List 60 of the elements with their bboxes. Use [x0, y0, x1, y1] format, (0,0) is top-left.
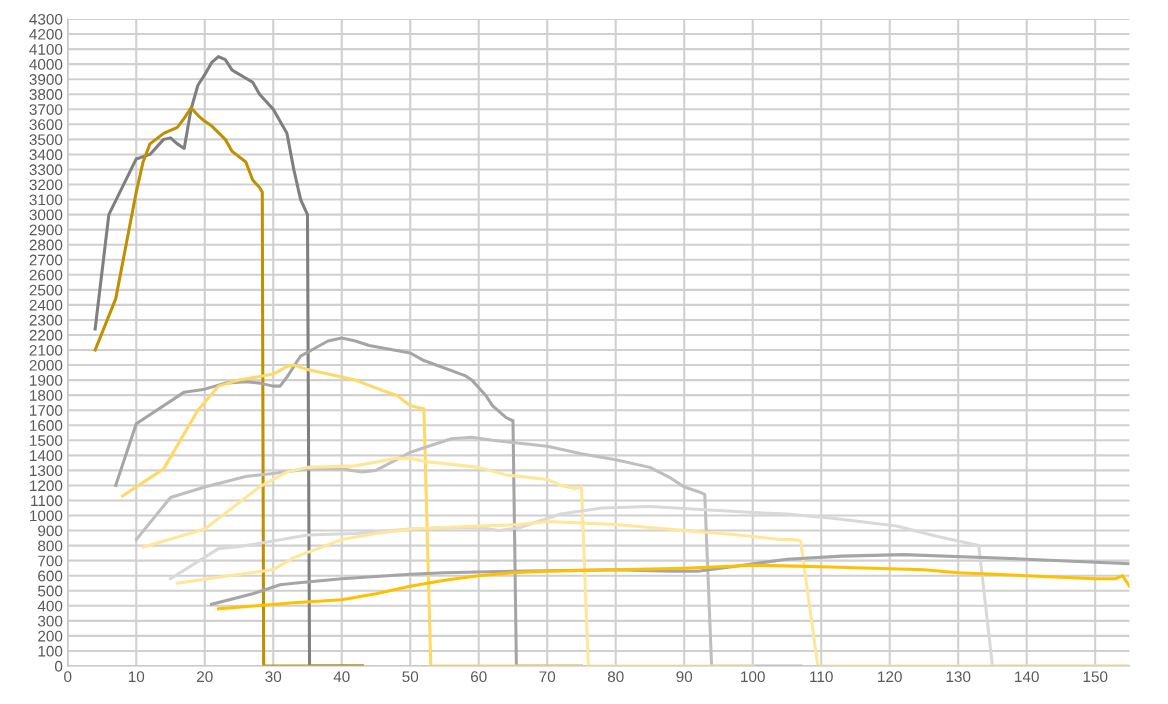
x-tick-label: 140: [1015, 671, 1039, 683]
y-tick-label: 400: [37, 600, 63, 612]
x-tick-label: 50: [402, 671, 419, 683]
y-tick-label: 1000: [30, 510, 63, 522]
y-tick-label: 800: [38, 540, 63, 552]
y-tick-label: 4100: [29, 43, 63, 55]
y-tick-label: 2800: [29, 239, 63, 251]
y-tick-label: 3500: [29, 134, 63, 146]
y-tick-label: 700: [38, 555, 63, 567]
y-tick-label: 100: [38, 645, 63, 657]
y-tick-label: 2400: [29, 299, 63, 311]
y-tick-label: 600: [38, 570, 63, 582]
y-tick-label: 4000: [29, 59, 63, 70]
y-tick-label: 2500: [29, 284, 63, 296]
y-tick-label: 1600: [30, 420, 63, 431]
x-tick-label: 0: [64, 671, 72, 683]
y-tick-label: 3700: [29, 104, 63, 115]
x-tick-label: 150: [1083, 671, 1108, 683]
y-tick-label: 2700: [29, 254, 63, 266]
x-tick-label: 130: [946, 671, 971, 683]
x-tick-label: 80: [607, 671, 624, 683]
y-tick-label: 4200: [29, 28, 63, 40]
y-tick-label: 3300: [29, 164, 63, 176]
y-tick-label: 2900: [29, 224, 63, 236]
y-tick-label: 3900: [29, 74, 63, 85]
y-tick-label: 4300: [29, 13, 63, 25]
y-tick-label: 1300: [30, 465, 63, 477]
y-tick-label: 2200: [29, 329, 63, 341]
y-tick-label: 0: [54, 660, 63, 672]
y-tick-label: 900: [38, 525, 63, 537]
y-tick-label: 200: [38, 630, 63, 642]
y-tick-label: 2000: [29, 359, 63, 371]
y-tick-label: 3200: [29, 179, 63, 191]
x-tick-label: 60: [471, 671, 487, 683]
y-tick-label: 1500: [30, 435, 63, 446]
y-tick-label: 1200: [30, 480, 63, 492]
y-tick-label: 3600: [29, 119, 63, 131]
y-tick-label: 1900: [30, 374, 63, 386]
y-tick-label: 2600: [29, 269, 63, 281]
y-tick-label: 3000: [29, 209, 63, 221]
x-tick-label: 40: [333, 671, 350, 683]
x-tick-label: 100: [741, 671, 765, 683]
y-tick-label: 3800: [29, 89, 63, 100]
y-tick-label: 500: [38, 585, 63, 597]
y-tick-label: 1800: [30, 390, 63, 401]
x-tick-label: 20: [197, 671, 213, 683]
y-tick-label: 2100: [29, 344, 63, 356]
x-tick-label: 10: [128, 671, 145, 683]
y-tick-label: 1700: [30, 405, 63, 416]
x-tick-label: 90: [676, 671, 693, 683]
y-tick-label: 2300: [29, 314, 63, 326]
x-tick-label: 110: [810, 671, 833, 683]
x-tick-label: 120: [878, 671, 902, 683]
x-tick-label: 70: [539, 671, 556, 683]
x-tick-label: 30: [265, 671, 282, 683]
y-tick-label: 300: [37, 615, 63, 627]
y-tick-label: 1400: [30, 450, 63, 462]
y-tick-label: 3100: [29, 194, 63, 206]
y-tick-label: 3400: [29, 149, 63, 161]
y-tick-label: 1100: [31, 495, 63, 507]
